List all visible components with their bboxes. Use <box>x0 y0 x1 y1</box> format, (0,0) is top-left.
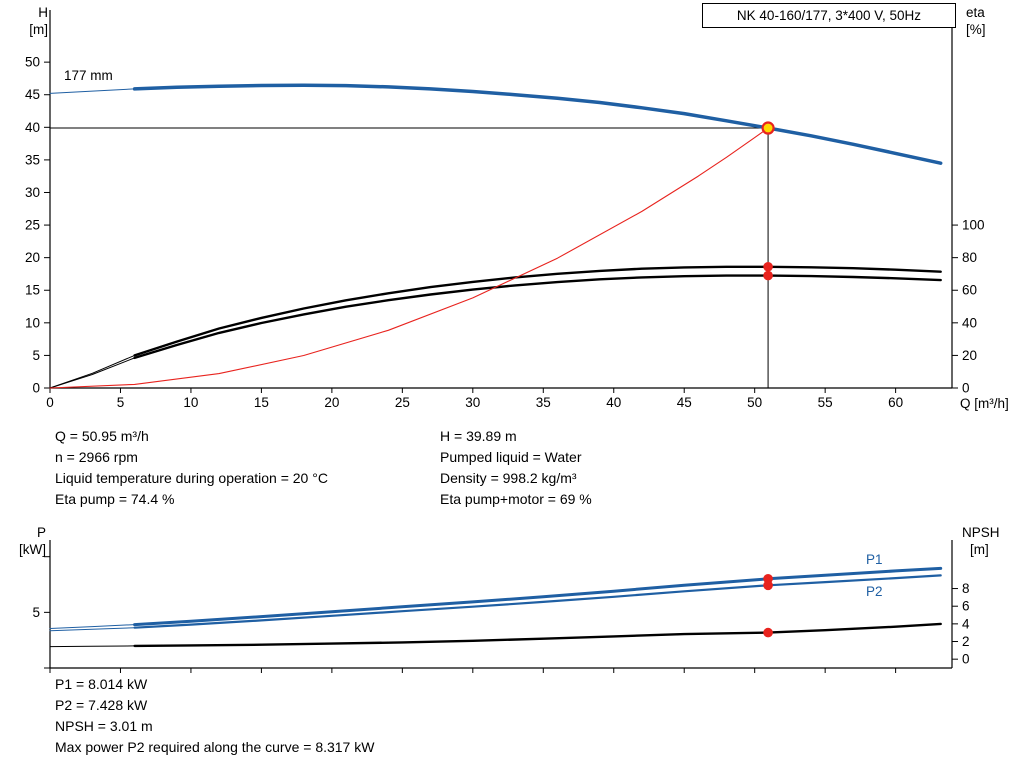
p1-value-text: P1 = 8.014 kW <box>55 676 148 692</box>
duty-point-marker <box>761 121 775 135</box>
pump-type-label: NK 40-160/177, 3*400 V, 50Hz <box>702 3 956 28</box>
eta-axis-label-line2: [%] <box>966 22 986 37</box>
tick-label: 6 <box>962 599 970 614</box>
tick-label: 20 <box>25 250 40 265</box>
tick-label: 0 <box>46 395 54 410</box>
eta-pump-motor-curve-lead <box>49 357 136 389</box>
head-curve-177mm <box>132 83 943 165</box>
system-curve <box>49 127 769 389</box>
tick-label: 40 <box>962 315 977 330</box>
eta-axis-label: eta [%] <box>966 4 986 38</box>
tick-label: 40 <box>25 120 40 135</box>
max-power-text: Max power P2 required along the curve = … <box>55 739 375 755</box>
p2-curve <box>133 574 942 629</box>
p1-curve <box>133 566 943 627</box>
op-flow-text: Q = 50.95 m³/h <box>55 428 149 444</box>
flow-axis-label: Q [m³/h] <box>960 396 1009 411</box>
head-axis-label-line1: H <box>38 5 48 20</box>
tick-label: 10 <box>25 315 40 330</box>
tick-label: 8 <box>962 581 970 596</box>
head-curve-lead <box>49 88 136 94</box>
tick-label: 0 <box>32 381 40 396</box>
op-temperature-text: Liquid temperature during operation = 20… <box>55 470 328 486</box>
tick-label: 50 <box>747 395 762 410</box>
npsh-value-text: NPSH = 3.01 m <box>55 718 153 734</box>
npsh-axis-label: NPSH [m] <box>962 524 1000 558</box>
tick-label: 15 <box>25 283 40 298</box>
p1-curve-lead <box>49 624 136 629</box>
tick-label: 4 <box>962 616 970 631</box>
curve-point-marker <box>763 580 773 591</box>
power-summary: P1 = 8.014 kW P2 = 7.428 kW NPSH = 3.01 … <box>55 674 374 758</box>
curve-label: P2 <box>866 584 883 599</box>
eta-axis-label-line1: eta <box>966 5 985 20</box>
tick-label: 25 <box>395 395 410 410</box>
tick-label: 55 <box>818 395 833 410</box>
power-npsh-chart: 5 0 2 4 6 8 P1 P2 <box>32 540 970 673</box>
head-efficiency-chart: 0 5 10 15 20 25 30 35 40 45 50 55 60 0 5 10 15 20 25 30 35 40… <box>25 10 985 410</box>
tick-label: 30 <box>25 185 40 200</box>
tick-label: 10 <box>183 395 198 410</box>
op-density-text: Density = 998.2 kg/m³ <box>440 470 577 486</box>
tick-label: 0 <box>962 652 970 667</box>
tick-label: 5 <box>32 348 40 363</box>
npsh-axis-label-line1: NPSH <box>962 525 1000 540</box>
op-eta-pump-text: Eta pump = 74.4 % <box>55 491 175 507</box>
tick-label: 25 <box>25 218 40 233</box>
op-speed-text: n = 2966 rpm <box>55 449 138 465</box>
tick-label: 20 <box>324 395 339 410</box>
op-liquid-text: Pumped liquid = Water <box>440 449 582 465</box>
op-head-text: H = 39.89 m <box>440 428 517 444</box>
npsh-curve-lead <box>49 645 136 648</box>
p2-value-text: P2 = 7.428 kW <box>55 697 148 713</box>
operating-point-summary-left: Q = 50.95 m³/h n = 2966 rpm Liquid tempe… <box>55 426 328 510</box>
power-axis-label: P [kW] <box>6 524 46 558</box>
tick-label: 40 <box>606 395 621 410</box>
head-axis-label: H [m] <box>12 4 48 38</box>
tick-label: 100 <box>962 218 985 233</box>
operating-point-summary-right: H = 39.89 m Pumped liquid = Water Densit… <box>440 426 592 510</box>
tick-label: 60 <box>888 395 903 410</box>
tick-label: 5 <box>117 395 125 410</box>
curve-point-marker <box>763 261 773 272</box>
power-axis-label-line1: P <box>36 525 46 540</box>
curve-label: P1 <box>866 552 883 567</box>
tick-label: 45 <box>25 87 40 102</box>
eta-pump-motor-curve <box>133 274 942 360</box>
eta-pump-curve <box>133 265 942 357</box>
tick-label: 45 <box>677 395 692 410</box>
head-axis-label-line2: [m] <box>29 22 48 37</box>
op-eta-total-text: Eta pump+motor = 69 % <box>440 491 592 507</box>
tick-label: 5 <box>32 605 40 620</box>
tick-label: 20 <box>962 348 977 363</box>
npsh-axis-label-line2: [m] <box>970 542 989 557</box>
tick-label: 30 <box>465 395 480 410</box>
tick-label: 50 <box>25 55 40 70</box>
npsh-curve <box>133 622 942 648</box>
curve-label: 177 mm <box>64 68 113 83</box>
curve-point-marker <box>763 627 773 638</box>
tick-label: 35 <box>25 152 40 167</box>
power-axis-label-line2: [kW] <box>19 542 46 557</box>
tick-label: 15 <box>254 395 269 410</box>
tick-label: 60 <box>962 283 977 298</box>
tick-label: 80 <box>962 250 977 265</box>
curve-point-marker <box>763 270 773 281</box>
tick-label: 2 <box>962 634 970 649</box>
eta-pump-curve-lead <box>49 354 136 389</box>
tick-label: 0 <box>962 381 970 396</box>
tick-label: 35 <box>536 395 551 410</box>
p2-curve-lead <box>49 627 136 632</box>
